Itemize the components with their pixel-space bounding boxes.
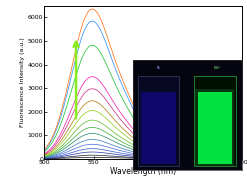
Bar: [198, 92, 232, 163]
Bar: [138, 76, 179, 166]
X-axis label: Wavelength (nm): Wavelength (nm): [110, 167, 176, 176]
Text: RGH: RGH: [214, 66, 220, 70]
Bar: [195, 89, 234, 166]
Bar: [141, 92, 176, 163]
Text: PA: PA: [157, 66, 160, 70]
Bar: [194, 76, 236, 166]
Bar: [141, 92, 176, 163]
Y-axis label: Fluorescence Intensity (a.u.): Fluorescence Intensity (a.u.): [20, 37, 25, 127]
